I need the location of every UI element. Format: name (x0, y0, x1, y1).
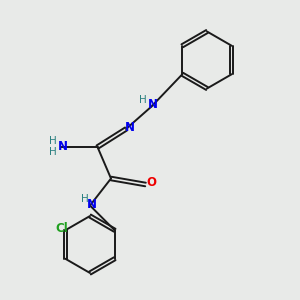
Text: N: N (148, 98, 158, 111)
Text: O: O (146, 176, 156, 190)
Text: Cl: Cl (55, 222, 68, 235)
Text: N: N (124, 121, 135, 134)
Text: H: H (49, 136, 57, 146)
Text: N: N (86, 198, 97, 211)
Text: N: N (58, 140, 68, 154)
Text: H: H (49, 147, 57, 158)
Text: H: H (139, 95, 147, 105)
Text: H: H (81, 194, 88, 205)
